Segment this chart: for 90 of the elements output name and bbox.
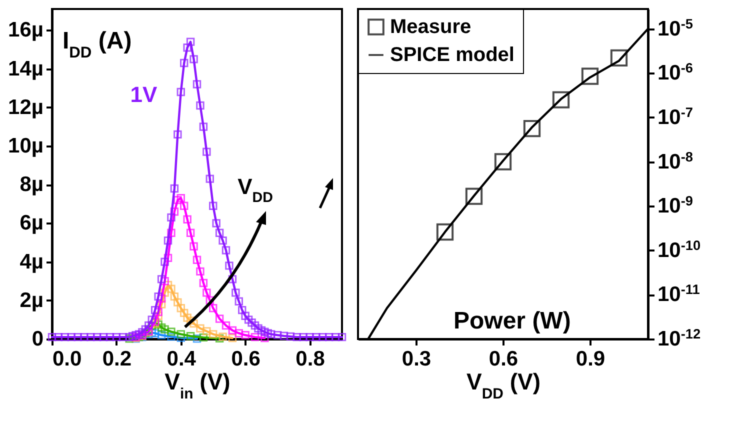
point: [552, 91, 570, 108]
legend-label: Measure: [390, 16, 472, 38]
point: [218, 332, 227, 341]
y-tick-label: 8µ: [20, 173, 44, 196]
point: [154, 308, 162, 316]
y2-tick-label: 10$^{-8}$: [658, 148, 694, 174]
point: [228, 334, 237, 342]
point: [209, 330, 218, 338]
annotation: V$_{DD}$: [238, 174, 273, 206]
point: [199, 278, 208, 288]
legend-label: SPICE model: [390, 44, 514, 66]
point: [228, 326, 237, 334]
point: [196, 267, 204, 276]
point: [234, 329, 243, 338]
point: [190, 242, 198, 250]
y-tick-label: 14µ: [8, 57, 44, 80]
y2-tick-label: 10$^{-11}$: [658, 282, 700, 306]
point: [170, 208, 179, 216]
point: [157, 323, 166, 332]
annotation: 1V: [130, 82, 158, 107]
y2-tick-label: 10$^{-10}$: [658, 237, 701, 262]
x-axis-title: V$_{in}$ (V): [164, 368, 230, 402]
point: [523, 120, 541, 138]
y2-tick-label: 10$^{-12}$: [658, 326, 701, 350]
point: [494, 153, 512, 170]
point: [180, 308, 188, 318]
x-tick-label: 0.0: [52, 348, 82, 370]
point: [174, 196, 182, 204]
y2-tick-label: 10$^{-6}$: [658, 60, 694, 85]
point: [199, 333, 208, 342]
point: [436, 223, 454, 241]
point: [196, 324, 204, 332]
point: [209, 304, 218, 312]
point: [186, 316, 195, 325]
y-tick-label: 4µ: [20, 250, 44, 274]
point: [186, 228, 195, 237]
y-tick-label: 0: [32, 328, 44, 350]
point: [167, 328, 176, 336]
point: [154, 312, 162, 320]
point: [241, 331, 250, 340]
point: [167, 228, 176, 237]
point: [250, 332, 260, 342]
point: [190, 319, 198, 328]
x-tick-label: 0.9: [576, 348, 606, 370]
point: [176, 194, 185, 202]
point: [157, 294, 166, 303]
y-tick-label: 12µ: [8, 96, 44, 119]
point: [180, 202, 188, 210]
point: [610, 49, 628, 67]
point: [202, 288, 211, 297]
point: [174, 298, 182, 306]
y2-axis-title: Power (W): [454, 308, 571, 334]
point: [192, 256, 202, 264]
y2-tick-label: 10$^{-7}$: [658, 104, 693, 129]
point: [167, 284, 176, 293]
point: [164, 254, 172, 262]
point: [260, 334, 269, 342]
point: [157, 300, 166, 308]
y-tick-label: 16µ: [8, 18, 44, 42]
point: [176, 304, 185, 312]
x-axis-title: V$_{DD}$ (V): [466, 368, 540, 402]
x-tick-label: 0.2: [102, 348, 132, 370]
y2-tick-label: 10$^{-5}$: [658, 16, 694, 40]
point: [186, 332, 195, 340]
y-tick-label: 2µ: [20, 288, 44, 312]
x-tick-label: 0.8: [296, 348, 326, 370]
point: [167, 332, 176, 341]
point: [157, 331, 166, 340]
x-tick-label: 0.4: [166, 348, 196, 370]
point: [465, 188, 483, 205]
point: [176, 330, 185, 338]
y-axis-title: I$_{DD}$ (A): [62, 28, 132, 61]
point: [581, 68, 599, 85]
y-tick-label: 6µ: [20, 212, 44, 235]
point: [222, 321, 230, 330]
point: [170, 292, 179, 301]
y2-tick-label: 10$^{-9}$: [658, 193, 694, 218]
x-tick-label: 0.6: [488, 348, 518, 370]
point: [183, 215, 192, 224]
point: [183, 314, 192, 322]
point: [151, 329, 160, 338]
point: [215, 314, 224, 323]
y-tick-label: 10µ: [8, 134, 44, 158]
point: [160, 288, 169, 297]
point: [164, 280, 172, 290]
point: [206, 296, 214, 305]
point: [160, 325, 169, 334]
x-tick-label: 0.6: [231, 348, 260, 370]
x-tick-label: 0.3: [402, 348, 432, 370]
point: [202, 327, 211, 336]
